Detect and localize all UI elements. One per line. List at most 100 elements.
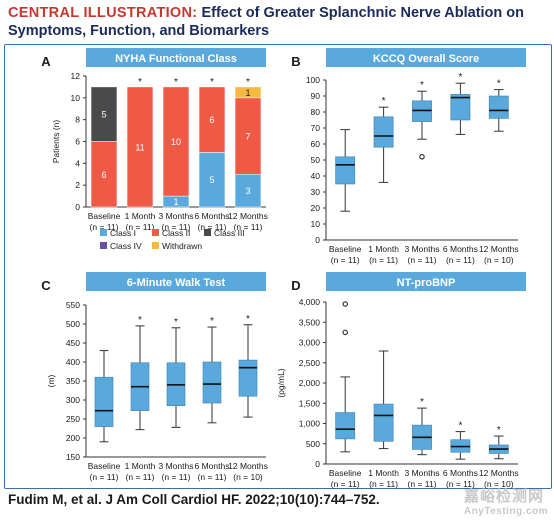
- panel-b-ytick-label: 0: [315, 235, 320, 245]
- panel-a-xtick-n: (n = 11): [198, 222, 227, 232]
- panel-b-ytick-label: 10: [311, 219, 321, 229]
- watermark-cn: 嘉峪检测网: [463, 488, 544, 505]
- panel-a-legend-swatch: [152, 229, 159, 236]
- panel-b-ytick-label: 90: [311, 91, 321, 101]
- panel-a-bar-value: 7: [245, 132, 250, 142]
- panel-c-xtick-n: (n = 10): [233, 472, 263, 482]
- panel-b-box: [373, 116, 394, 148]
- panel-d-xtick-label: 6 Months: [443, 468, 478, 478]
- panel-a-xtick-label: 12 Months: [228, 211, 268, 221]
- panel-c-xtick-label: 3 Months: [159, 461, 194, 471]
- panel-c-ytick-label: 350: [66, 376, 80, 386]
- panel-a-bar-value: 6: [209, 115, 214, 125]
- panel-c-box: [238, 359, 258, 397]
- panel-a-legend-label: Class I: [110, 228, 136, 238]
- panel-b-significance-star: *: [382, 96, 386, 107]
- panel-a-bar-class-ii: [90, 141, 118, 208]
- panel-c-letter: C: [41, 278, 51, 293]
- panel-a-bar-class-ii: [162, 86, 190, 197]
- panel-d-outlier: [342, 329, 348, 336]
- panel-a-legend-swatch: [100, 242, 107, 249]
- panel-a-ytick-label: 0: [75, 202, 80, 212]
- panel-d-ytick-label: 500: [306, 439, 320, 449]
- panel-a-legend-swatch: [152, 242, 159, 249]
- panel-b-xtick-label: 12 Months: [479, 244, 519, 254]
- panel-d-box: [373, 403, 394, 442]
- panel-a-bar-class-i: [198, 152, 226, 208]
- panel-b-ytick-label: 30: [311, 187, 321, 197]
- panel-c-ytick-label: 400: [66, 357, 80, 367]
- panel-b-significance-star: *: [458, 72, 462, 83]
- panel-a-bar-class-iii: [90, 86, 118, 142]
- panel-d-box: [335, 412, 356, 440]
- panel-a-bar-withdrawn: [234, 86, 262, 99]
- panel-d-ytick-label: 3,500: [299, 317, 321, 327]
- panel-c-xtick-label: 1 Month: [125, 461, 156, 471]
- panel-b-xtick-n: (n = 11): [369, 255, 398, 265]
- panel-d-significance-star: *: [458, 421, 462, 432]
- panel-a-ytick-label: 4: [75, 158, 80, 168]
- panel-a-significance-star: *: [246, 77, 250, 88]
- panel-b-ytick-label: 20: [311, 203, 321, 213]
- panel-d-ytick-label: 1,500: [299, 398, 321, 408]
- panel-d-xtick-n: (n = 11): [369, 479, 398, 489]
- panel-a-title: NYHA Functional Class: [115, 53, 237, 65]
- panel-c-ytick-label: 500: [66, 319, 80, 329]
- panel-d-xtick-n: (n = 11): [446, 479, 475, 489]
- panel-d-outlier: [342, 301, 348, 307]
- panel-a-bar-class-ii: [234, 97, 262, 175]
- panel-d-significance-star: *: [497, 425, 501, 436]
- illustration-frame: [4, 44, 552, 489]
- panel-b-xtick-label: 3 Months: [405, 244, 440, 254]
- panel-a-ytick-label: 8: [75, 115, 80, 125]
- citation: Fudim M, et al. J Am Coll Cardiol HF. 20…: [8, 492, 380, 507]
- panel-a-xtick-label: 6 Months: [195, 211, 230, 221]
- panel-c-xtick-label: Baseline: [88, 461, 121, 471]
- panel-a-significance-star: *: [174, 77, 178, 88]
- panel-c-xtick-label: 12 Months: [228, 461, 268, 471]
- panel-b-outlier: [419, 154, 425, 160]
- panel-b-xtick-label: 6 Months: [443, 244, 478, 254]
- panel-b-xtick-n: (n = 11): [408, 255, 437, 265]
- panel-a-legend-swatch: [204, 229, 211, 236]
- panel-a-bar-value: 1: [173, 197, 178, 207]
- panel-c-ytick-label: 150: [66, 452, 80, 462]
- panel-a-letter: A: [41, 54, 51, 69]
- panel-a-ylabel: Patients (n): [51, 120, 61, 164]
- panel-b-ytick-label: 70: [311, 123, 321, 133]
- panel-a-bar-value: 5: [101, 110, 106, 120]
- panel-d-letter: D: [291, 278, 300, 293]
- panel-b-xtick-label: Baseline: [329, 244, 362, 254]
- panel-b-header: [326, 48, 526, 67]
- panel-a-xtick-n: (n = 11): [90, 222, 119, 232]
- panel-a-xtick-n: (n = 11): [234, 222, 263, 232]
- panel-d-xtick-label: 3 Months: [405, 468, 440, 478]
- panel-c-significance-star: *: [138, 315, 142, 326]
- figure-title-rest: Effect of Greater Splanchnic Nerve Ablat…: [8, 5, 525, 39]
- panel-a-ytick-label: 6: [75, 137, 80, 147]
- panel-d-title: NT-proBNP: [397, 277, 456, 289]
- panel-d-xtick-n: (n = 11): [331, 479, 360, 489]
- panel-b-letter: B: [291, 54, 300, 69]
- panel-a-xtick-n: (n = 11): [162, 222, 191, 232]
- panel-c-box: [94, 376, 114, 427]
- panel-d-ytick-label: 3,000: [299, 338, 321, 348]
- panel-a-legend-label: Class IV: [110, 241, 142, 251]
- panel-b-ytick-label: 50: [311, 155, 321, 165]
- panel-d-ytick-label: 2,500: [299, 358, 321, 368]
- panel-b-xtick-n: (n = 11): [446, 255, 475, 265]
- panel-c-ytick-label: 550: [66, 300, 80, 310]
- panel-d-xtick-label: 12 Months: [479, 468, 519, 478]
- panel-c-ytick-label: 450: [66, 338, 80, 348]
- figure-title: CENTRAL ILLUSTRATION: Effect of Greater …: [8, 4, 548, 40]
- panel-a-xtick-n: (n = 11): [126, 222, 155, 232]
- panel-c-significance-star: *: [174, 317, 178, 328]
- panel-d-ytick-label: 4,000: [299, 297, 321, 307]
- panel-a-bar-value: 10: [171, 137, 181, 147]
- watermark-en: AnyTesting.com: [463, 506, 548, 517]
- panel-c-header: [86, 272, 266, 291]
- panel-a-bar-value: 11: [135, 142, 144, 152]
- panel-a-significance-star: *: [138, 77, 142, 88]
- panel-b-ytick-label: 80: [311, 107, 321, 117]
- panel-b-ytick-label: 40: [311, 171, 321, 181]
